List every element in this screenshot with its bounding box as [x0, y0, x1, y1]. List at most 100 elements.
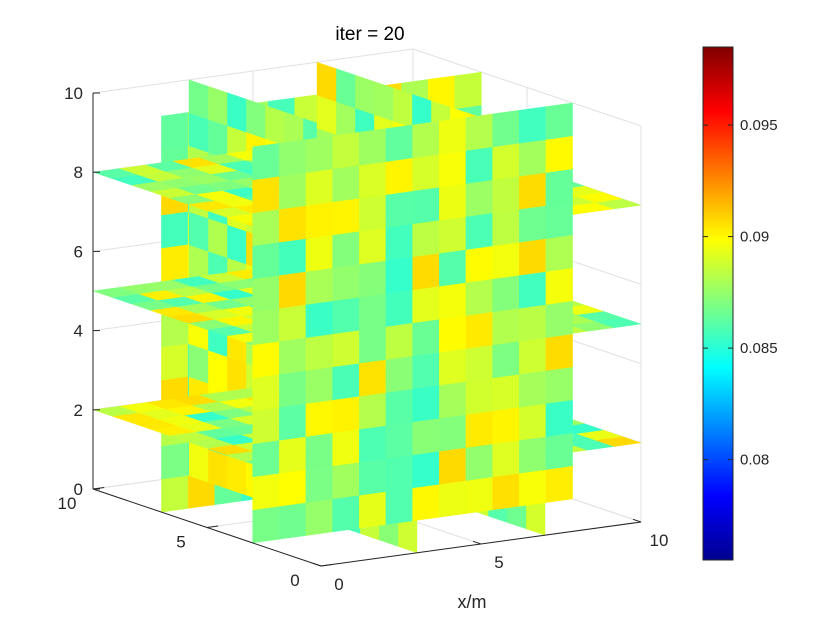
slice-cell: [305, 399, 333, 437]
slice-cell: [188, 442, 209, 483]
slice-cell: [492, 307, 520, 346]
z-tick-label: 8: [74, 163, 83, 182]
slice-cell: [279, 436, 307, 474]
slice-cell: [465, 146, 493, 184]
slice-cell: [359, 359, 387, 397]
slice-cell: [279, 304, 307, 342]
slice-cell: [305, 498, 333, 536]
slice-cell: [519, 238, 547, 276]
slice-cell: [335, 68, 356, 109]
slice-cell: [359, 161, 387, 199]
slice-cell: [439, 381, 467, 419]
slice-cell: [492, 142, 520, 181]
slice-cell: [454, 71, 482, 110]
slice-cell: [226, 92, 247, 133]
slice-cell: [332, 494, 360, 533]
slice-cell: [332, 164, 360, 203]
slice-cell: [188, 112, 209, 153]
slice-cell: [252, 340, 280, 379]
slice-cell: [519, 172, 547, 210]
slice-cell: [252, 373, 280, 412]
slice-cell: [439, 480, 467, 518]
slice-cell: [359, 491, 387, 529]
slice-cell: [305, 168, 333, 206]
slice-cell: [439, 414, 467, 452]
slice-cell: [207, 448, 228, 489]
slice-cell: [245, 98, 266, 139]
slice-cell: [412, 219, 440, 258]
colorbar-tick-label: 0.095: [740, 117, 778, 134]
slice-cell: [252, 175, 280, 214]
slice-cell: [305, 465, 333, 503]
slice-cell: [332, 131, 360, 170]
slice-cell: [359, 227, 387, 265]
colorbar: 0.08 0.085 0.09 0.095: [702, 46, 778, 561]
slice-cell: [412, 450, 440, 489]
slice-cell: [412, 483, 440, 522]
slice-cell: [545, 333, 573, 371]
slice-cell: [492, 175, 520, 214]
slice-cell: [332, 395, 360, 434]
slice-cell: [385, 421, 413, 459]
slice-cell: [305, 300, 333, 338]
slice-cell: [545, 399, 573, 437]
slice-cell: [305, 234, 333, 272]
slice-cell: [465, 113, 493, 151]
slice-cell: [412, 285, 440, 324]
slice-cell: [465, 344, 493, 382]
slice-cell: [465, 443, 493, 481]
slice-cell: [519, 469, 547, 507]
slice-cell: [465, 377, 493, 415]
slice-cell: [385, 256, 413, 294]
y-tick-mark: [320, 563, 333, 567]
slice-cell: [279, 502, 307, 540]
slice-cell: [385, 289, 413, 327]
slice-cell: [385, 388, 413, 426]
slice-cell: [412, 186, 440, 225]
slice-cell: [188, 343, 209, 384]
slice-cell: [226, 455, 247, 496]
x-tick-label: 10: [650, 531, 669, 550]
slice-cell: [332, 296, 360, 335]
slice-cell: [385, 157, 413, 195]
slice-cell: [316, 61, 337, 102]
slice-cell: [439, 315, 467, 353]
slice-cell: [279, 469, 307, 507]
slice-cell: [545, 201, 573, 239]
slice-cell: [252, 406, 280, 445]
slice-cell: [161, 475, 189, 513]
slice-cell: [439, 183, 467, 221]
slice-cell: [492, 340, 520, 379]
slice-cell: [359, 425, 387, 463]
slice-cell: [439, 447, 467, 485]
slice-cell: [519, 370, 547, 408]
slice-cell: [252, 472, 280, 511]
slice-cell: [492, 472, 520, 511]
slice-cell: [305, 366, 333, 404]
slice-cell: [305, 201, 333, 239]
slice-cell: [252, 241, 280, 280]
slice-cell: [465, 311, 493, 349]
x-axis-label: x/m: [458, 592, 487, 612]
slice-cell: [545, 267, 573, 305]
slice-cell: [279, 337, 307, 375]
slice-cell: [439, 150, 467, 188]
slice-cell: [359, 260, 387, 298]
slice-cell: [305, 135, 333, 173]
colorbar-ticks: 0.08 0.085 0.09 0.095: [703, 117, 778, 469]
y-tick-label: 5: [176, 533, 185, 552]
z-tick-label: 0: [74, 480, 83, 499]
slice-cell: [279, 238, 307, 276]
slice-cell: [545, 300, 573, 338]
colorbar-tick-label: 0.08: [740, 452, 769, 469]
y-tick-mark: [92, 486, 105, 490]
slice-cell: [279, 139, 307, 177]
slice-cell: [492, 373, 520, 412]
slice-cell: [161, 244, 189, 282]
slice-cell: [519, 271, 547, 309]
slice-cell: [519, 403, 547, 441]
x-tick-label: 0: [334, 575, 343, 594]
slice-cell: [519, 304, 547, 342]
chart-title: iter = 20: [335, 24, 404, 45]
